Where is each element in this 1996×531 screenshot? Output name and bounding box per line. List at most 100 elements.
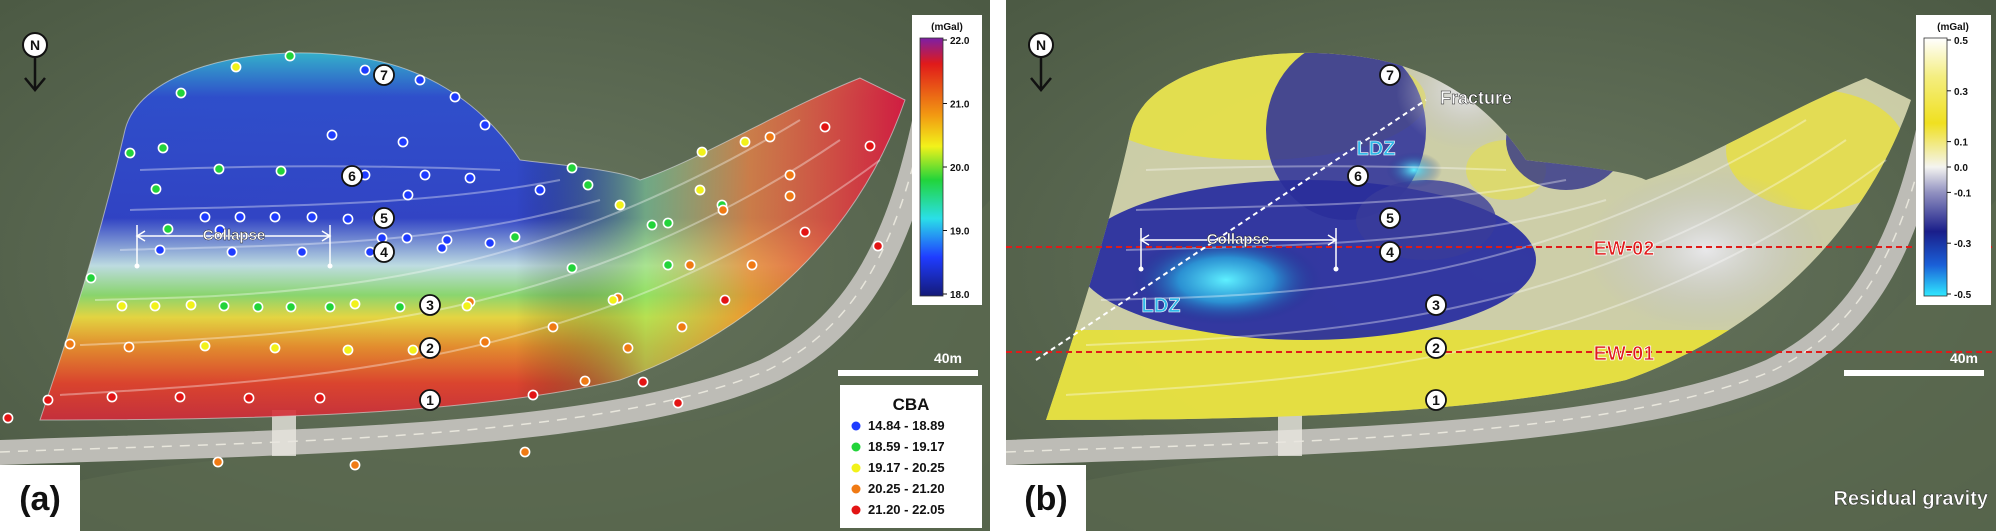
profile-label: 7 (380, 67, 388, 83)
station-point (174, 391, 186, 403)
profile-label: 1 (1432, 392, 1440, 408)
station-point (269, 211, 281, 223)
ew-profile-lines: EW-02 EW-01 (1006, 238, 1996, 365)
station-point (324, 301, 336, 313)
caption-residual-gravity: Residual gravity (1833, 488, 1988, 510)
station-point (149, 300, 161, 312)
collapse-annotation: Collapse (134, 225, 333, 269)
station-point (234, 211, 246, 223)
panel-label-text: (a) (19, 480, 61, 518)
profile-label: 2 (426, 340, 434, 356)
station-point (746, 259, 758, 271)
profile-marker-2: 2 (1425, 337, 1447, 359)
road-centerline (1006, 79, 1939, 453)
profile-label: 4 (1386, 244, 1394, 260)
station-point (349, 459, 361, 471)
legend-range: 18.59 - 19.17 (868, 439, 945, 454)
station-point (784, 169, 796, 181)
cba-legend: CBA 14.84 - 18.89 18.59 - 19.17 19.17 - 20… (840, 385, 982, 528)
station-point (449, 91, 461, 103)
station-point (349, 298, 361, 310)
station-point (185, 299, 197, 311)
station-point (527, 389, 539, 401)
station-point (566, 262, 578, 274)
colorbar-tick-label: 0.1 (1954, 138, 1968, 149)
station-point (509, 231, 521, 243)
station-point (285, 301, 297, 313)
fracture-line (1035, 99, 1427, 361)
profile-label: 5 (380, 210, 388, 226)
station-point (799, 226, 811, 238)
profile-label: 3 (426, 297, 434, 313)
profile-marker-2: 2 (419, 337, 441, 359)
station-point (154, 244, 166, 256)
profile-marker-7: 7 (1379, 64, 1401, 86)
profile-label: 1 (426, 392, 434, 408)
profile-marker-6: 6 (341, 165, 363, 187)
profile-marker-4: 4 (1379, 241, 1401, 263)
station-point (124, 147, 136, 159)
profile-markers: 1 2 3 4 5 6 7 (341, 64, 441, 411)
profile-marker-3: 3 (419, 294, 441, 316)
profile-marker-3: 3 (1425, 294, 1447, 316)
legend-range: 14.84 - 18.89 (868, 418, 945, 433)
station-point (646, 219, 658, 231)
station-point (157, 142, 169, 154)
station-point (637, 376, 649, 388)
scale-label: 40m (1950, 350, 1978, 366)
profile-marker-1: 1 (419, 389, 441, 411)
fracture: Fracture (1035, 88, 1512, 361)
profile-marker-5: 5 (1379, 207, 1401, 229)
station-point (199, 340, 211, 352)
colorbar-tick-label: -0.5 (1954, 290, 1972, 301)
legend-entry: 19.17 - 20.25 (851, 460, 945, 475)
colorbar-gradient (919, 37, 944, 297)
legend-range: 19.17 - 20.25 (868, 460, 945, 475)
station-point (694, 184, 706, 196)
station-point (326, 129, 338, 141)
ew-02-label: EW-02 (1594, 238, 1655, 260)
station-point (484, 237, 496, 249)
station-point (342, 344, 354, 356)
panel-label: (b) (1006, 465, 1086, 531)
legend-box (840, 385, 982, 528)
station-point (739, 136, 751, 148)
station-point (464, 172, 476, 184)
ew-01-label: EW-01 (1594, 343, 1655, 365)
cba-map-svg: Collapse 1 2 3 4 5 6 7 N (mGal) 22.0 21.0 20.0 19… (0, 0, 990, 531)
road-centerline (0, 79, 933, 453)
station-point (275, 165, 287, 177)
station-point (306, 211, 318, 223)
colorbar-tick-label: 18.0 (950, 290, 970, 301)
scale-label: 40m (934, 350, 962, 366)
legend-range: 20.25 - 21.20 (868, 481, 945, 496)
ldz-label-west: LDZ (1142, 295, 1181, 317)
north-arrow: N (22, 32, 48, 92)
collapse-annotation: Collapse (1138, 228, 1339, 272)
station-point (519, 446, 531, 458)
station-point (123, 341, 135, 353)
residual-map-svg: EW-02 EW-01 Fracture LDZ LDZ Collapse 1 2… (1006, 0, 1996, 531)
station-point (150, 183, 162, 195)
station-point (243, 392, 255, 404)
station-point (296, 246, 308, 258)
station-point (479, 336, 491, 348)
station-point (284, 50, 296, 62)
profile-marker-6: 6 (1347, 165, 1369, 187)
legend-swatch (851, 484, 861, 494)
colorbar-tick-label: 0.3 (1954, 87, 1968, 98)
station-point (359, 64, 371, 76)
panel-label-text: (b) (1024, 480, 1067, 518)
profile-label: 6 (1354, 168, 1362, 184)
colorbar-tick-label: 20.0 (950, 163, 970, 174)
panel-label: (a) (0, 465, 80, 531)
station-point (461, 300, 473, 312)
profile-markers: 1 2 3 4 5 6 7 (1347, 64, 1447, 411)
station-point (64, 338, 76, 350)
station-point (717, 204, 729, 216)
station-point (436, 242, 448, 254)
legend-entry: 21.20 - 22.05 (851, 502, 945, 517)
station-point (662, 259, 674, 271)
station-point (116, 300, 128, 312)
panel-cba-map: Collapse 1 2 3 4 5 6 7 N (mGal) 22.0 21.0 20.0 19… (0, 0, 990, 531)
